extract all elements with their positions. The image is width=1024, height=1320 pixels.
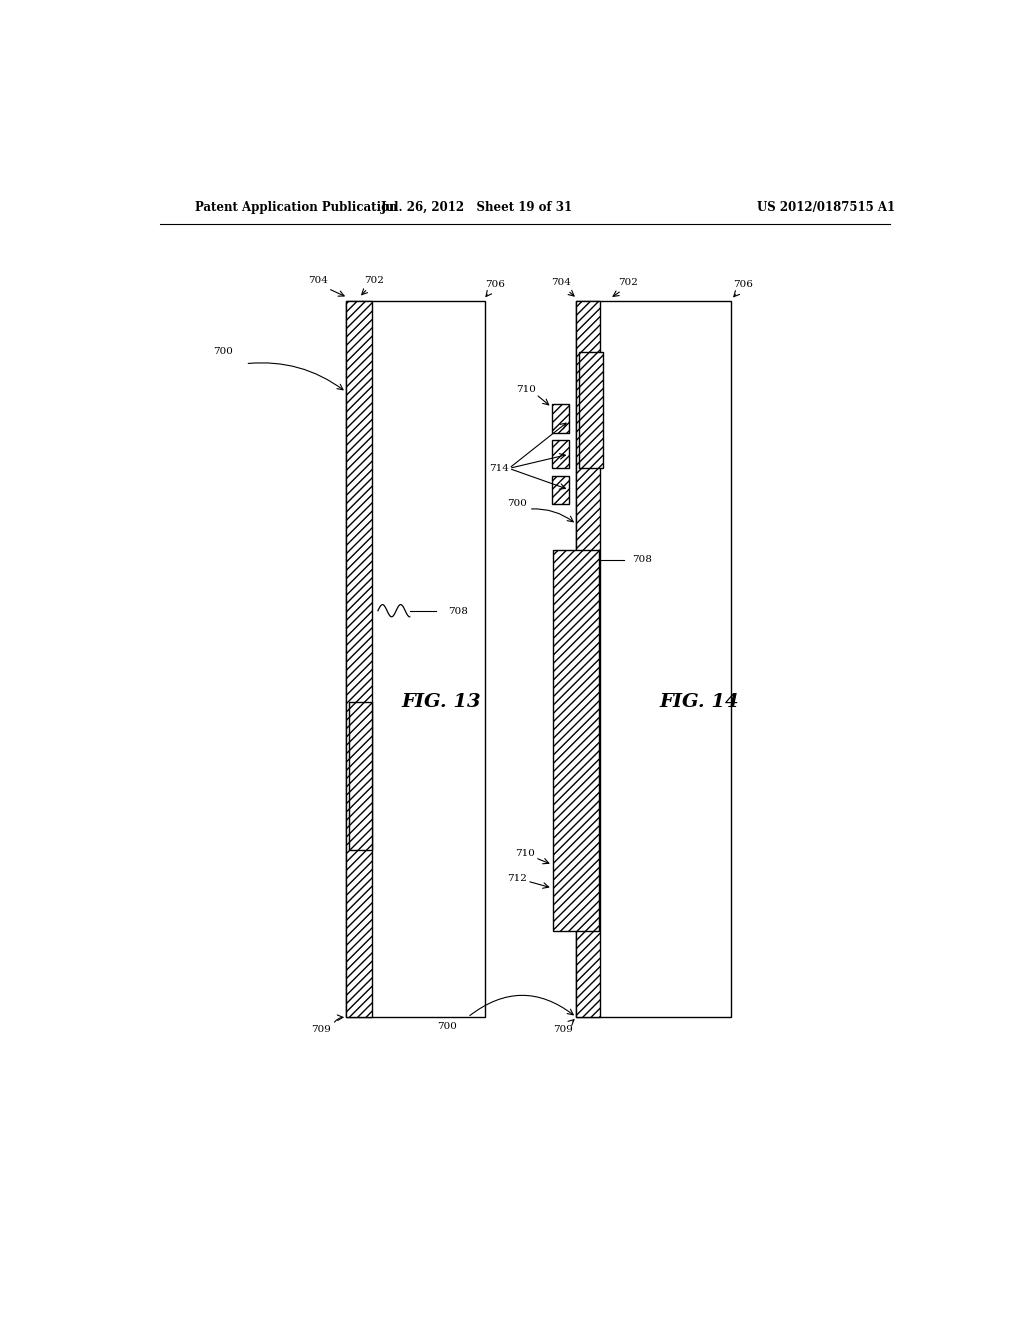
Bar <box>577 301 600 1018</box>
Bar <box>348 702 373 850</box>
Text: 710: 710 <box>515 849 535 858</box>
Text: 709: 709 <box>311 1024 331 1034</box>
Text: 700: 700 <box>437 1022 457 1031</box>
Text: FIG. 14: FIG. 14 <box>659 693 739 711</box>
Text: 708: 708 <box>447 607 468 616</box>
Bar <box>579 351 602 469</box>
Bar <box>552 404 569 433</box>
Text: 709: 709 <box>553 1024 572 1034</box>
Bar <box>577 301 731 1018</box>
Text: FIG. 13: FIG. 13 <box>401 693 481 711</box>
Text: US 2012/0187515 A1: US 2012/0187515 A1 <box>758 201 895 214</box>
Text: Patent Application Publication: Patent Application Publication <box>196 201 398 214</box>
Text: 710: 710 <box>516 384 537 393</box>
Text: 702: 702 <box>618 279 638 286</box>
Text: 700: 700 <box>213 347 233 356</box>
Bar <box>346 301 485 1018</box>
Bar <box>552 440 569 469</box>
Text: 706: 706 <box>733 280 753 289</box>
Bar <box>552 475 569 504</box>
Text: Jul. 26, 2012   Sheet 19 of 31: Jul. 26, 2012 Sheet 19 of 31 <box>381 201 573 214</box>
Text: 714: 714 <box>489 463 509 473</box>
Text: 704: 704 <box>551 279 571 286</box>
Text: 704: 704 <box>308 276 329 285</box>
Bar <box>553 549 599 931</box>
Text: 700: 700 <box>507 499 526 508</box>
Text: 702: 702 <box>365 276 384 285</box>
Text: 706: 706 <box>484 280 505 289</box>
Text: 708: 708 <box>632 556 652 565</box>
Text: 712: 712 <box>507 874 526 883</box>
Bar <box>346 301 372 1018</box>
